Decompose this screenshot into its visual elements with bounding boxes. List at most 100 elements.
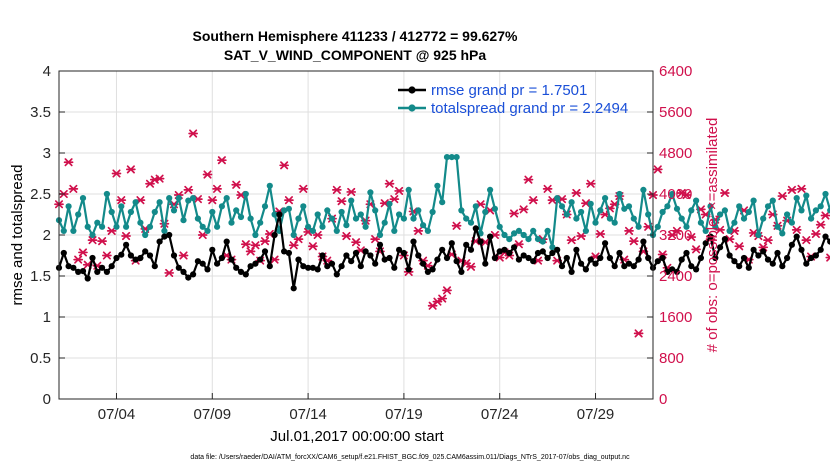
rmse-point — [118, 251, 125, 258]
totalspread-point — [467, 219, 475, 226]
totalspread-point — [779, 230, 786, 237]
rmse-point — [233, 264, 240, 271]
totalspread-point — [439, 199, 446, 206]
obs-point — [820, 211, 830, 220]
obs-point — [815, 220, 826, 229]
totalspread-point — [621, 205, 628, 212]
rmse-point — [151, 263, 158, 270]
totalspread-point — [568, 199, 575, 206]
rmse-point — [563, 254, 570, 262]
obs-point — [331, 185, 342, 194]
rmse-point — [400, 249, 407, 257]
totalspread-point — [391, 227, 398, 234]
totalspread-point — [678, 215, 685, 222]
rmse-point — [611, 263, 618, 270]
obs-point — [566, 236, 577, 245]
rmse-point — [740, 254, 748, 262]
totalspread-point — [443, 154, 451, 161]
rmse-point — [108, 263, 115, 270]
x-axis-label: Jul.01,2017 00:00:00 start — [270, 428, 444, 445]
obs-point — [245, 247, 256, 256]
rmse-point — [338, 263, 345, 270]
obs-count-series — [54, 129, 830, 338]
obs-point — [633, 329, 644, 338]
obs-point — [542, 184, 553, 193]
obs-point — [370, 235, 381, 244]
totalspread-point — [760, 215, 767, 222]
rmse-point — [281, 248, 288, 255]
rmse-point — [190, 271, 197, 278]
rmse-point — [808, 254, 815, 262]
rmse-point — [99, 264, 106, 271]
totalspread-point — [592, 219, 599, 226]
totalspread-point — [233, 207, 240, 214]
rmse-point — [784, 254, 791, 262]
rmse-point — [261, 248, 269, 255]
rmse-point — [726, 252, 733, 259]
totalspread-point — [525, 236, 532, 243]
obs-point — [652, 165, 663, 174]
obs-point — [154, 174, 165, 183]
obs-point — [777, 192, 788, 201]
y-tick-label-right: 800 — [659, 350, 684, 367]
totalspread-point — [750, 197, 757, 204]
totalspread-point — [827, 207, 830, 214]
totalspread-point — [190, 195, 197, 202]
obs-point — [87, 236, 98, 245]
rmse-point — [635, 256, 642, 263]
obs-point — [585, 179, 596, 188]
totalspread-point — [530, 227, 537, 234]
totalspread-point — [70, 227, 77, 234]
rmse-point — [415, 252, 422, 259]
rmse-point — [142, 248, 149, 255]
rmse-point — [175, 264, 182, 271]
rmse-point — [170, 252, 178, 259]
totalspread-point — [142, 231, 149, 239]
totalspread-point — [578, 208, 585, 216]
totalspread-point — [99, 223, 106, 230]
rmse-point — [755, 252, 762, 259]
totalspread-point — [625, 203, 633, 210]
totalspread-point — [214, 223, 221, 230]
rmse-point — [300, 263, 307, 270]
rmse-point — [678, 256, 685, 263]
totalspread-point — [707, 203, 714, 210]
totalspread-point — [319, 223, 326, 230]
rmse-point — [621, 263, 628, 270]
totalspread-point — [673, 205, 681, 212]
y-tick-label-right: 4000 — [659, 186, 692, 203]
totalspread-point — [712, 223, 719, 230]
totalspread-point — [496, 223, 503, 230]
rmse-point — [501, 246, 508, 253]
totalspread-point — [300, 203, 307, 210]
rmse-point — [525, 254, 532, 262]
totalspread-point — [726, 227, 733, 234]
obs-point — [202, 170, 213, 179]
totalspread-point — [127, 208, 134, 216]
y-tick-label-right: 0 — [659, 391, 667, 408]
rmse-point — [477, 238, 484, 245]
obs-point — [528, 196, 539, 205]
rmse-point — [357, 263, 364, 270]
y-tick-label-left: 2.5 — [30, 186, 51, 203]
totalspread-point — [247, 215, 254, 222]
rmse-point — [640, 238, 647, 245]
totalspread-point — [669, 190, 676, 198]
totalspread-point — [817, 203, 824, 210]
y-tick-label-right: 2400 — [659, 268, 692, 285]
totalspread-point — [420, 222, 427, 229]
obs-point — [437, 294, 448, 303]
totalspread-point — [237, 213, 245, 221]
obs-point — [111, 169, 122, 178]
rmse-point — [324, 263, 331, 270]
obs-point — [106, 226, 117, 235]
totalspread-point — [803, 192, 810, 199]
rmse-point — [822, 233, 829, 240]
rmse-point — [123, 241, 130, 248]
rmse-point — [625, 260, 633, 267]
totalspread-point — [228, 219, 235, 226]
totalspread-point — [170, 207, 178, 214]
rmse-point — [453, 258, 460, 265]
totalspread-point — [367, 189, 374, 196]
y-tick-label-left: 3 — [43, 145, 51, 162]
